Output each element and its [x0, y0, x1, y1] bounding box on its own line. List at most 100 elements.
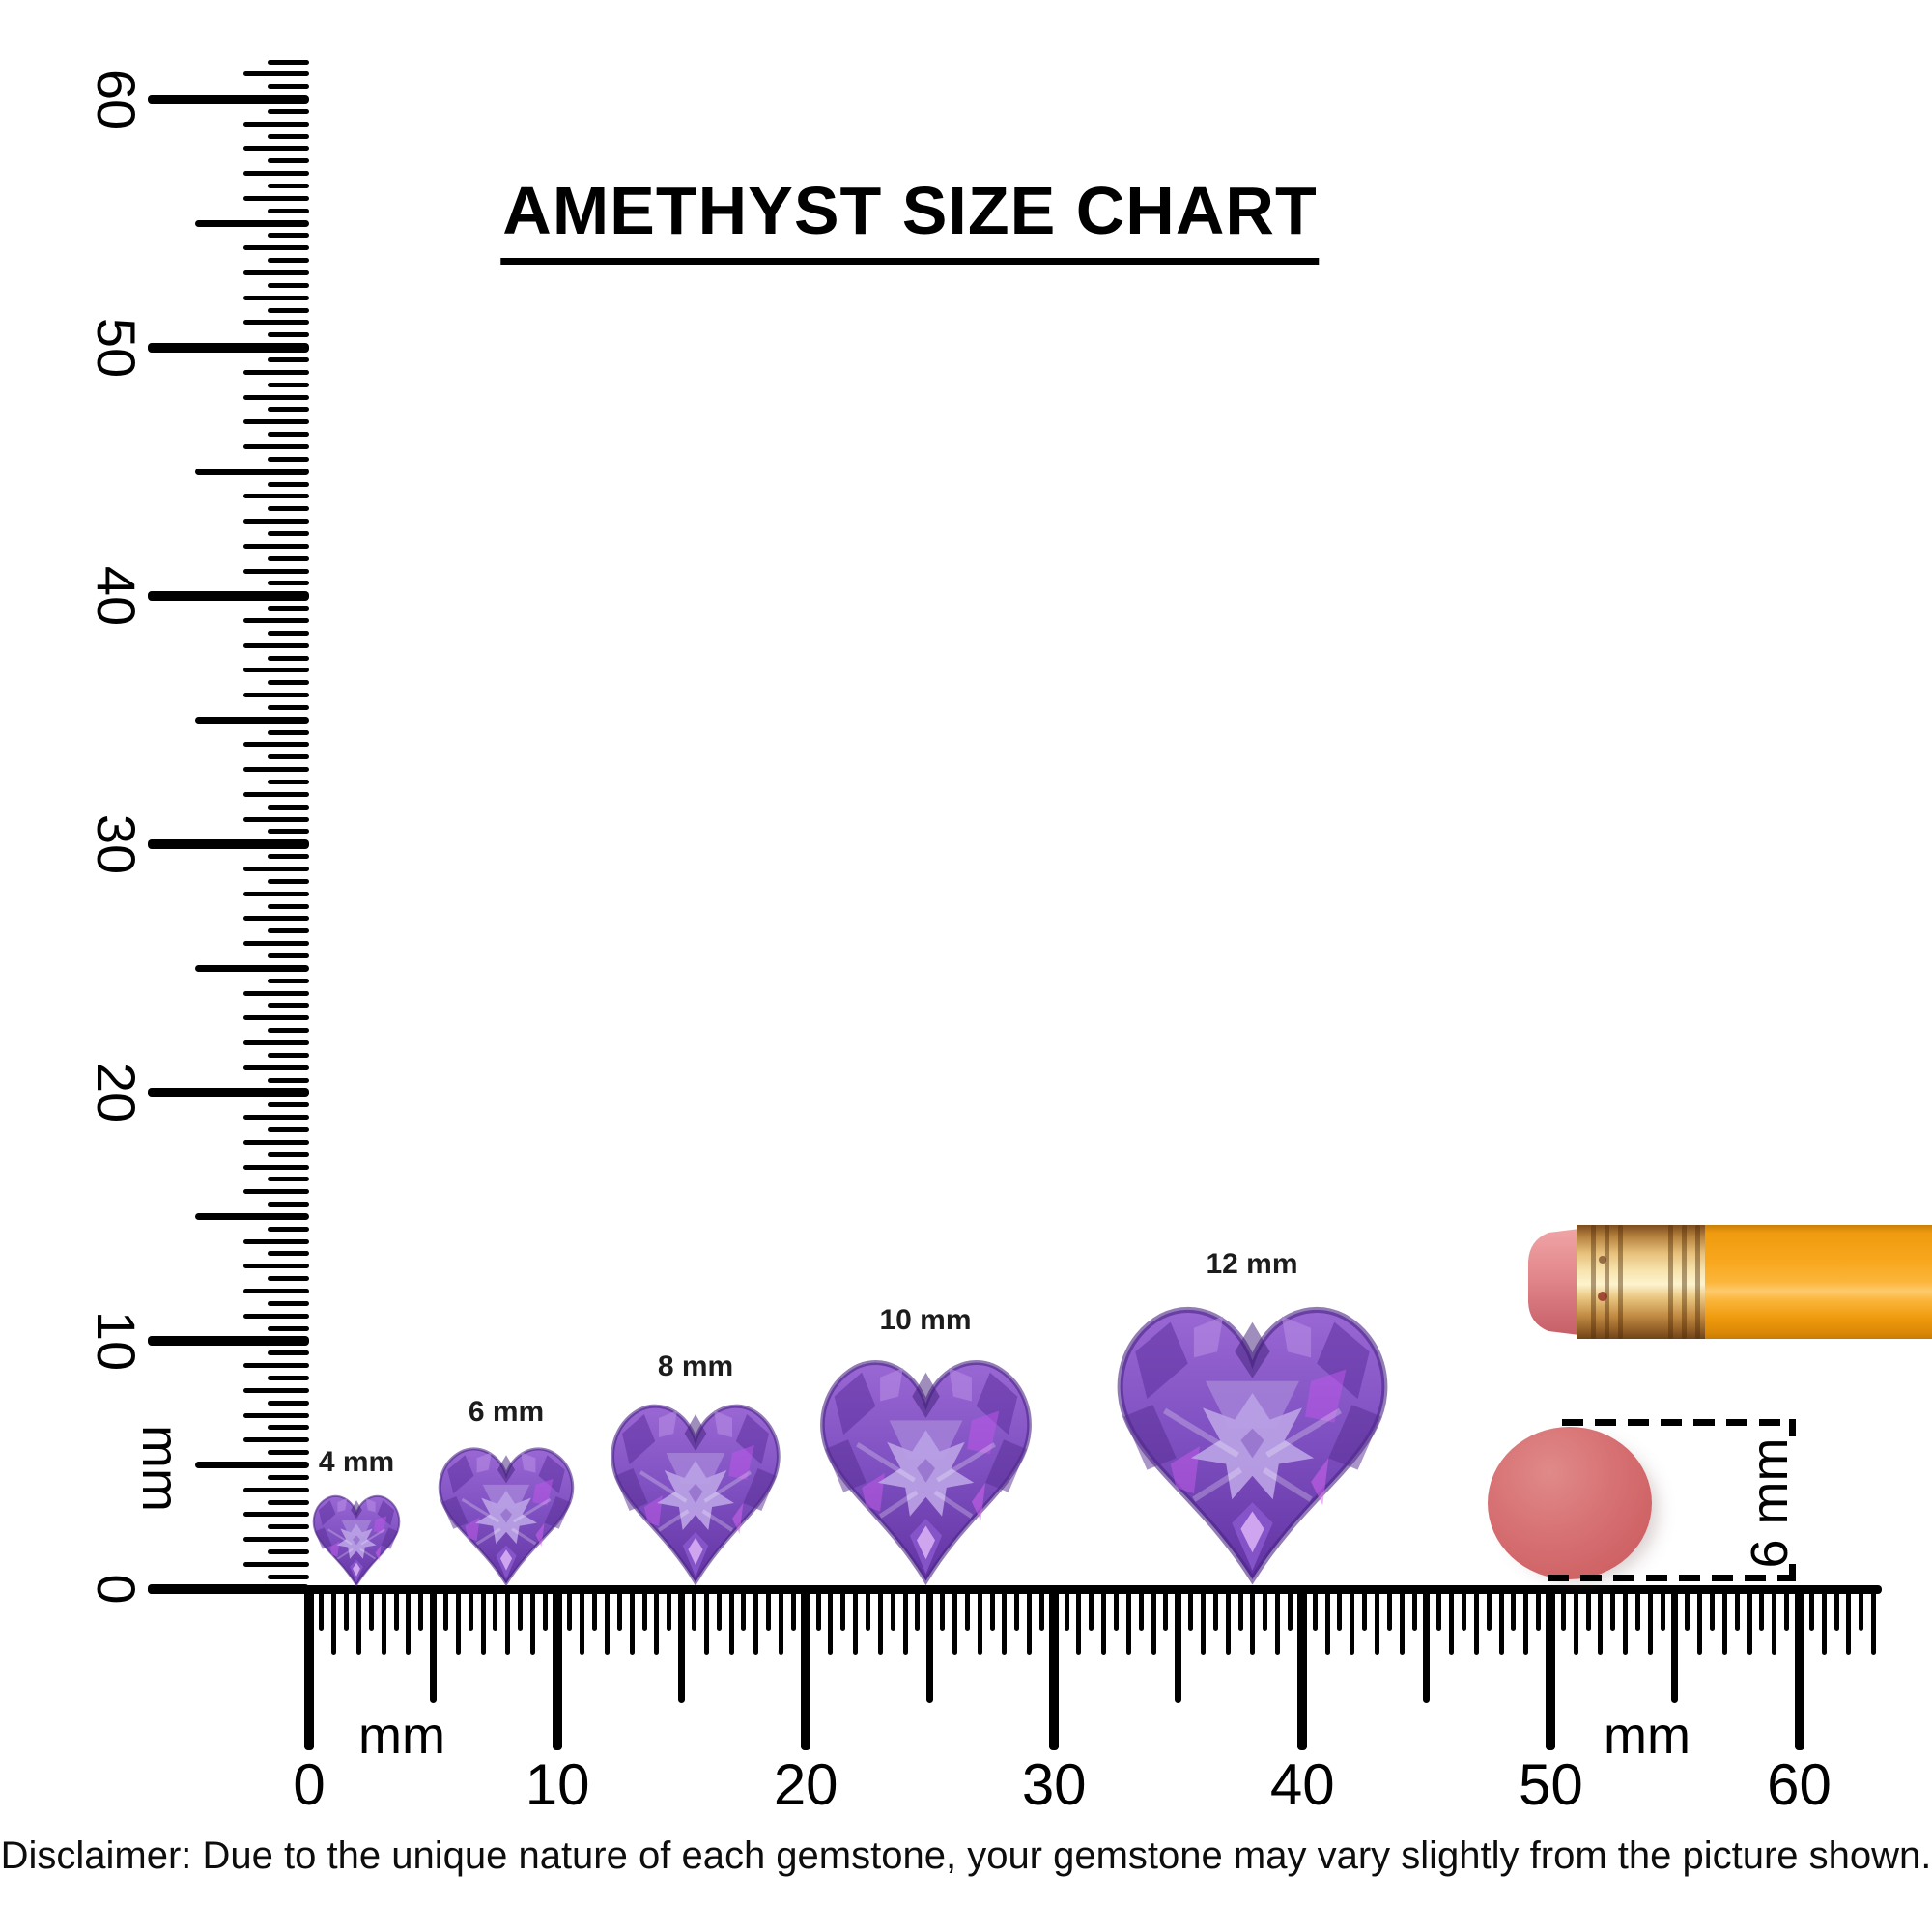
- horizontal-ruler-tick: [1498, 1589, 1504, 1655]
- vertical-ruler-tick: [243, 1238, 309, 1244]
- horizontal-ruler-tick: [1014, 1589, 1020, 1631]
- vertical-ruler-tick: [243, 121, 309, 127]
- horizontal-ruler-tick: [442, 1589, 448, 1631]
- horizontal-ruler-tick: [1275, 1589, 1281, 1655]
- horizontal-ruler-tick: [1263, 1589, 1268, 1631]
- vertical-ruler-tick-label: 30: [86, 813, 147, 874]
- gem-size-label: 4 mm: [318, 1446, 395, 1478]
- horizontal-ruler-tick: [1436, 1589, 1442, 1631]
- horizontal-ruler-tick: [1114, 1589, 1119, 1631]
- vertical-ruler-tick: [268, 1499, 309, 1505]
- vertical-ruler-tick: [268, 854, 309, 860]
- horizontal-ruler-tick: [790, 1589, 796, 1631]
- horizontal-ruler-tick: [1794, 1589, 1804, 1750]
- vertical-ruler-tick: [268, 158, 309, 164]
- vertical-ruler-tick: [268, 630, 309, 636]
- horizontal-ruler-tick: [1225, 1589, 1231, 1655]
- vertical-ruler-tick: [195, 1212, 309, 1220]
- vertical-ruler-tick: [268, 1474, 309, 1480]
- vertical-ruler-tick: [243, 568, 309, 574]
- vertical-ruler-tick: [243, 270, 309, 275]
- dashed-measure-end-top: [1789, 1419, 1796, 1436]
- vertical-ruler-tick: [243, 1039, 309, 1045]
- vertical-ruler-tick: [268, 84, 309, 90]
- gem-size-label: 8 mm: [657, 1350, 734, 1382]
- horizontal-ruler-tick: [1573, 1589, 1578, 1655]
- vertical-ruler-unit-label: mm: [131, 1425, 189, 1512]
- vertical-ruler-tick: [243, 443, 309, 449]
- gem-size-label: 6 mm: [468, 1396, 545, 1428]
- vertical-ruler-tick: [243, 1289, 309, 1293]
- horizontal-ruler-tick: [592, 1589, 598, 1631]
- vertical-ruler-tick: [243, 1437, 309, 1443]
- gem-heart-icon: [312, 1494, 401, 1587]
- horizontal-ruler-tick: [1685, 1589, 1690, 1631]
- eraser-size-label: 6 mm: [1741, 1437, 1799, 1569]
- vertical-ruler-tick: [268, 1548, 309, 1554]
- vertical-ruler-tick: [268, 903, 309, 909]
- vertical-ruler-tick: [195, 1462, 309, 1468]
- horizontal-ruler-tick: [331, 1589, 337, 1655]
- vertical-ruler-tick: [268, 184, 309, 188]
- horizontal-ruler-tick: [505, 1589, 511, 1655]
- horizontal-ruler-tick: [1175, 1589, 1182, 1703]
- vertical-ruler-tick: [243, 1164, 309, 1170]
- gem-heart-icon: [611, 1404, 781, 1586]
- horizontal-ruler-tick: [1312, 1589, 1318, 1631]
- horizontal-ruler-tick: [493, 1589, 498, 1631]
- horizontal-ruler-tick: [1151, 1589, 1156, 1655]
- horizontal-ruler-tick: [580, 1589, 585, 1655]
- horizontal-ruler-tick-label: 20: [773, 1752, 838, 1817]
- horizontal-ruler-tick: [801, 1589, 811, 1750]
- horizontal-ruler-tick: [629, 1589, 635, 1655]
- vertical-ruler-tick: [268, 357, 309, 362]
- horizontal-ruler-tick-label: 60: [1767, 1752, 1832, 1817]
- horizontal-ruler-tick: [1660, 1589, 1665, 1631]
- vertical-ruler-tick: [268, 530, 309, 536]
- vertical-ruler-tick: [243, 1487, 309, 1492]
- horizontal-ruler-tick: [1064, 1589, 1069, 1631]
- horizontal-ruler-tick: [703, 1589, 709, 1655]
- vertical-ruler-tick: [268, 780, 309, 784]
- vertical-ruler-tick: [268, 1300, 309, 1306]
- vertical-ruler-tick: [268, 1052, 309, 1058]
- horizontal-ruler-tick: [381, 1589, 386, 1655]
- vertical-ruler-tick: [243, 71, 309, 77]
- horizontal-ruler-tick: [964, 1589, 970, 1631]
- horizontal-ruler-tick: [1821, 1589, 1827, 1655]
- vertical-ruler-tick: [268, 506, 309, 512]
- vertical-ruler-tick: [268, 1276, 309, 1282]
- vertical-ruler-tick: [268, 456, 309, 462]
- horizontal-ruler-tick: [480, 1589, 486, 1655]
- vertical-ruler-tick: [268, 1400, 309, 1406]
- horizontal-ruler-tick: [915, 1589, 921, 1631]
- vertical-ruler-tick: [268, 1028, 309, 1034]
- vertical-ruler-tick: [268, 282, 309, 288]
- disclaimer: Disclaimer: Due to the unique nature of …: [0, 1834, 1932, 1877]
- horizontal-ruler-tick: [468, 1589, 473, 1631]
- horizontal-ruler-tick: [865, 1589, 870, 1631]
- horizontal-ruler-tick: [1201, 1589, 1206, 1655]
- vertical-ruler-tick: [268, 1450, 309, 1456]
- vertical-ruler-tick: [268, 382, 309, 387]
- dashed-measure-line-top: [1562, 1419, 1796, 1426]
- vertical-ruler-tick: [268, 555, 309, 561]
- vertical-ruler-tick: [268, 481, 309, 487]
- horizontal-ruler-tick: [1237, 1589, 1243, 1631]
- vertical-ruler-tick: [243, 1189, 309, 1195]
- horizontal-ruler-tick: [1423, 1589, 1431, 1703]
- horizontal-ruler-tick: [1721, 1589, 1727, 1655]
- gem-size-label: 12 mm: [1206, 1248, 1298, 1280]
- vertical-ruler-tick: [268, 1202, 309, 1207]
- horizontal-ruler-tick: [304, 1589, 314, 1750]
- horizontal-ruler-tick: [1089, 1589, 1094, 1631]
- vertical-ruler-tick: [268, 680, 309, 686]
- vertical-ruler-tick: [243, 419, 309, 425]
- vertical-ruler-tick: [243, 295, 309, 300]
- vertical-ruler-tick: [243, 867, 309, 871]
- horizontal-ruler-tick: [1734, 1589, 1740, 1631]
- vertical-ruler-tick: [243, 1264, 309, 1269]
- horizontal-ruler-tick: [815, 1589, 821, 1631]
- horizontal-ruler-tick: [418, 1589, 424, 1631]
- horizontal-ruler-tick: [716, 1589, 722, 1631]
